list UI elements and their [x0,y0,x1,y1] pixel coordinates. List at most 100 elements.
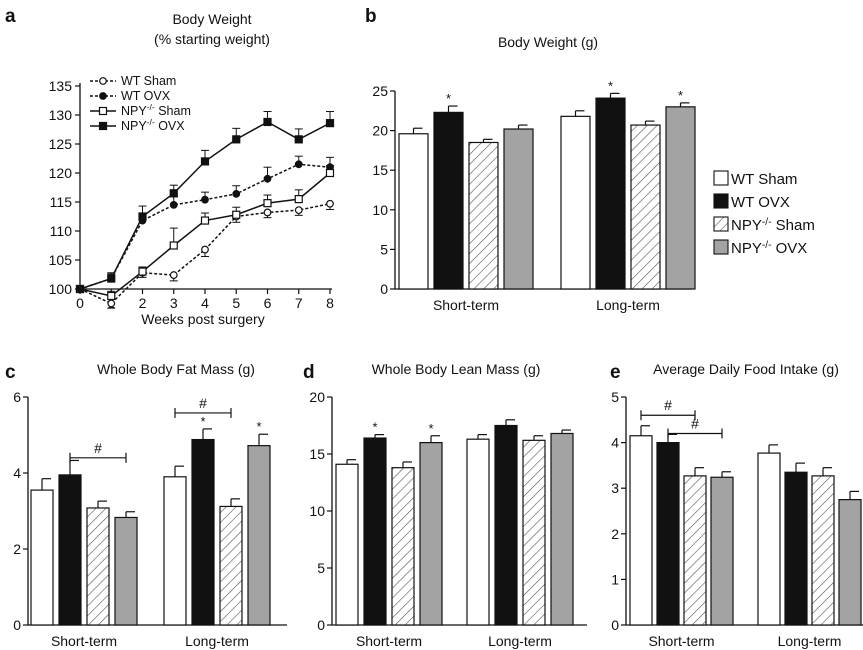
bar [811,475,835,626]
data-point [232,189,241,198]
bar [419,442,443,626]
data-point [138,267,147,276]
y-tick-label: 100 [49,281,73,297]
bar [757,452,781,626]
y-tick-label: 135 [49,78,73,94]
y-tick-label: 115 [50,194,73,210]
bar [629,435,653,626]
data-point [201,245,209,254]
category-label: Short-term [433,297,499,313]
data-point [325,119,335,128]
data-point [169,200,178,209]
series-wt-sham [398,110,591,290]
series-npy-ovx: * [419,421,574,626]
series-line [79,163,331,290]
series-npy-sham [468,120,661,290]
panel-letter-d: d [303,362,315,383]
x-tick-label: 4 [201,295,209,311]
series-line [79,121,331,290]
data-point [263,208,272,217]
legend-item: WT OVX [713,193,790,211]
data-point [169,189,178,198]
bracket-label: # [664,397,672,413]
y-tick-label: 20 [309,389,325,405]
data-point [169,241,178,250]
legend-label: NPY-/- Sham [731,217,815,234]
series-wt-ovx: * [58,414,215,626]
category-label: Short-term [356,633,422,649]
bar [503,128,534,290]
y-tick-label: 125 [49,136,73,152]
significance-bracket: # [174,395,232,418]
category-label: Long-term [488,633,552,649]
y-tick-label: 15 [372,162,388,178]
bar [468,141,499,290]
series-wt-sham [335,434,490,626]
y-tick-label: 15 [309,446,325,462]
y-tick-label: 2 [13,541,21,557]
significance-bracket: # [667,415,723,439]
significance-bracket: # [69,440,127,463]
series-npy-ovx [75,111,335,294]
bar [665,106,696,290]
significance-marker: * [200,414,205,429]
y-tick-label: 10 [372,202,388,218]
bar [466,438,490,626]
bar [683,475,707,626]
legend-item: WT OVX [90,89,171,103]
bracket-label: # [691,415,699,431]
data-point [263,174,272,183]
legend-swatch [713,193,729,209]
bar-chart-fat-mass: 0 2 4 6 Short-term Long-term * * # # [13,389,287,649]
legend-swatch [713,239,729,255]
chart-a-title: Body Weight [172,11,251,27]
chart-e-title: Average Daily Food Intake (g) [653,361,839,377]
panel-letter-b: b [365,6,377,27]
data-point [232,135,241,144]
data-point [294,160,303,169]
data-point [169,271,178,279]
series-npy-sham [86,498,243,626]
bar [391,467,415,626]
data-point [294,206,303,215]
legend-swatch [713,170,729,186]
bar [560,115,591,290]
data-point [107,274,116,283]
bar [656,442,680,626]
y-tick-label: 0 [317,617,325,633]
series-npy-sham [391,435,546,626]
x-tick-label: 2 [139,295,147,311]
data-point [200,216,210,225]
data-point [138,212,147,221]
series-wt-ovx: * [363,419,518,626]
legend-item: NPY-/- Sham [713,216,815,234]
category-label: Short-term [51,633,117,649]
y-tick-label: 130 [49,107,73,123]
chart-b-legend: WT Sham WT OVX NPY-/- Sham NPY-/- OVX [713,170,815,257]
bar [114,516,138,626]
data-point [326,199,334,208]
panel-letter-e: e [610,362,621,383]
legend-marker [98,106,108,116]
legend-swatch [713,216,729,232]
y-tick-label: 0 [380,281,388,297]
legend-label: WT OVX [121,89,171,103]
bar [163,476,187,626]
legend-marker [99,92,107,100]
chart-d-title: Whole Body Lean Mass (g) [372,361,541,377]
bracket-label: # [94,440,102,456]
x-tick-label: 6 [264,295,272,311]
category-label: Long-term [185,633,249,649]
legend-label: NPY-/- Sham [121,102,191,118]
y-tick-label: 4 [611,435,619,451]
data-point [263,117,272,127]
y-tick-label: 20 [372,123,388,139]
series-wt-sham [30,465,187,626]
bar [30,489,54,626]
series-wt-ovx: ** [433,78,626,290]
legend-item: WT Sham [90,74,176,88]
x-tick-label: 8 [326,295,334,311]
significance-marker: * [372,420,377,435]
